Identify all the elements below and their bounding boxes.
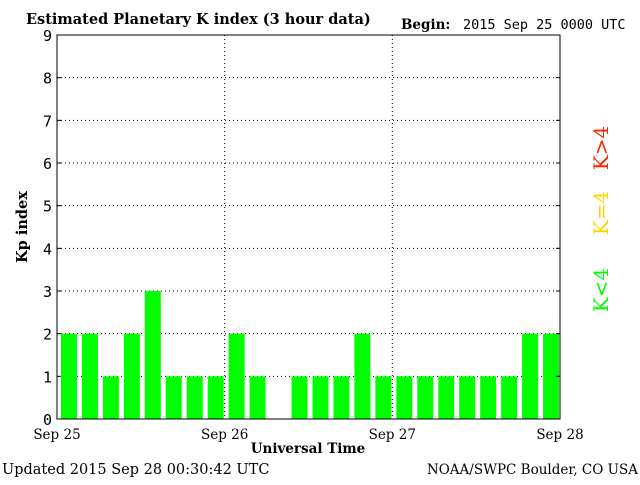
y-tick-label: 9 xyxy=(43,27,52,45)
updated-timestamp: Updated 2015 Sep 28 00:30:42 UTC xyxy=(2,462,269,478)
y-tick-label: 7 xyxy=(43,112,52,130)
legend: K>4 K=4 K<4 xyxy=(589,126,613,312)
kp-bar xyxy=(501,376,518,419)
x-tick-label: Sep 28 xyxy=(536,427,583,443)
kp-bar xyxy=(312,376,329,419)
kp-bar xyxy=(291,376,308,419)
kp-bar xyxy=(81,333,98,419)
legend-label: K>4 xyxy=(589,126,613,170)
kp-bar xyxy=(249,376,266,419)
bars-layer xyxy=(61,291,559,419)
kp-bar xyxy=(522,333,539,419)
kp-bar xyxy=(228,333,245,419)
x-tick-label: Sep 25 xyxy=(33,427,80,443)
x-axis-label: Universal Time xyxy=(251,441,366,457)
legend-label: K<4 xyxy=(589,268,613,312)
kp-bar xyxy=(144,291,161,419)
y-tick-label: 1 xyxy=(43,368,52,386)
legend-label: K=4 xyxy=(589,191,613,235)
y-tick-label: 4 xyxy=(43,240,52,258)
x-tick-label: Sep 26 xyxy=(201,427,248,443)
y-tick-label: 0 xyxy=(43,411,52,429)
grid-layer xyxy=(57,35,560,419)
legend-item: K>4 xyxy=(589,126,613,170)
kp-bar xyxy=(207,376,224,419)
x-tick-labels: Sep 25 Sep 26 Sep 27 Sep 28 xyxy=(33,427,583,443)
kp-bar xyxy=(123,333,140,419)
plot-frame xyxy=(56,34,561,420)
y-tick-label: 3 xyxy=(43,283,52,301)
legend-item: K<4 xyxy=(589,268,613,312)
kp-bar xyxy=(417,376,434,419)
kp-bar xyxy=(102,376,119,419)
y-tick-label: 5 xyxy=(43,198,52,216)
y-tick-label: 8 xyxy=(43,70,52,88)
x-tick-label: Sep 27 xyxy=(369,427,416,443)
kp-bar xyxy=(438,376,455,419)
kp-bar xyxy=(543,333,559,419)
source-credit: NOAA/SWPC Boulder, CO USA xyxy=(427,462,638,478)
kp-bar xyxy=(61,333,77,419)
chart-title: Estimated Planetary K index (3 hour data… xyxy=(26,11,371,28)
begin-label: Begin: xyxy=(401,17,450,33)
legend-item: K=4 xyxy=(589,191,613,235)
begin-value: 2015 Sep 25 0000 UTC xyxy=(463,17,626,33)
kp-bar xyxy=(375,376,392,419)
kp-bar xyxy=(396,376,413,419)
y-tick-labels: 0 1 2 3 4 5 6 7 8 9 xyxy=(43,27,560,429)
kp-bar xyxy=(165,376,182,419)
kp-bar xyxy=(333,376,350,419)
y-axis-label: Kp index xyxy=(14,191,31,263)
kp-bar xyxy=(354,333,371,419)
kp-bar xyxy=(480,376,497,419)
kp-bar xyxy=(186,376,203,419)
y-tick-label: 6 xyxy=(43,155,52,173)
y-tick-label: 2 xyxy=(43,326,52,344)
kp-bar xyxy=(459,376,476,419)
